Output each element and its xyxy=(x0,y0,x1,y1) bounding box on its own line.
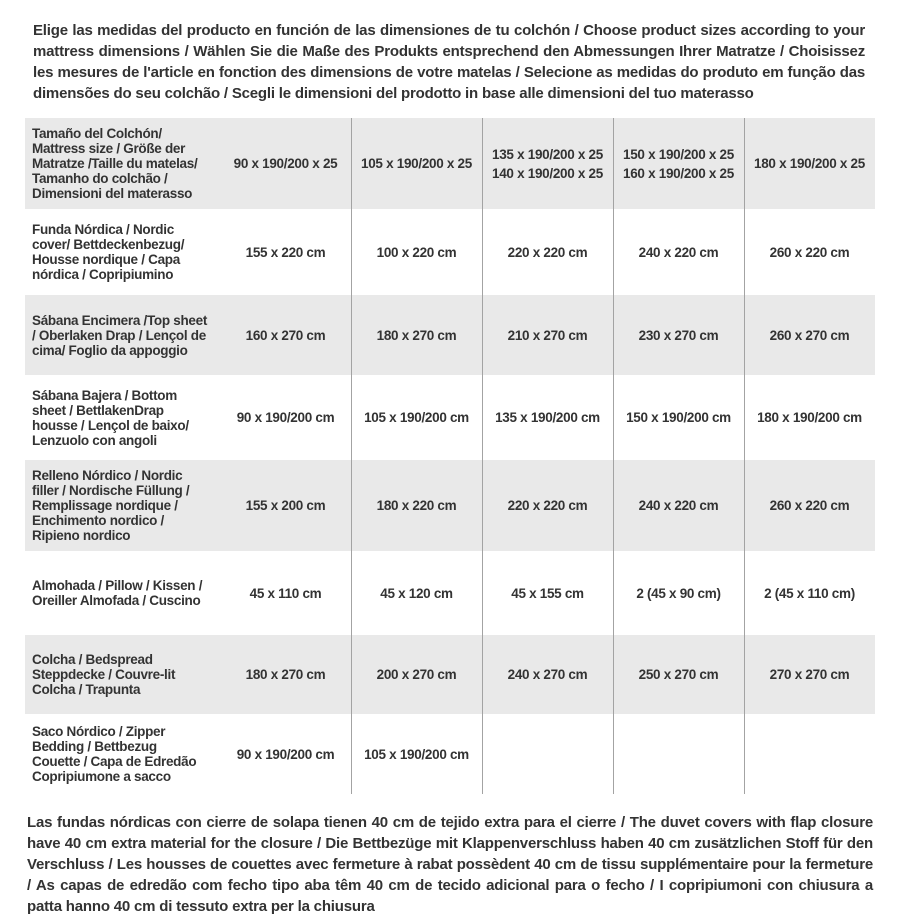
column-divider xyxy=(613,118,614,794)
size-cell: 135 x 190/200 cm xyxy=(495,410,600,425)
size-cell: 2 (45 x 90 cm) xyxy=(636,585,721,601)
row-label: Tamaño del Colchón/ Mattress size / Größ… xyxy=(32,126,198,201)
size-cell: 270 x 270 cm xyxy=(769,667,850,682)
size-cell: 210 x 270 cm xyxy=(507,327,588,343)
size-cell: 150 x 190/200 x 25 160 x 190/200 x 25 xyxy=(623,146,734,181)
size-cell: 90 x 190/200 x 25 xyxy=(233,156,338,171)
size-cell: 45 x 110 cm xyxy=(249,585,322,601)
size-cell: 155 x 200 cm xyxy=(245,498,326,513)
table-row: Sábana Encimera /Top sheet / Oberlaken D… xyxy=(25,295,875,377)
size-cell: 240 x 270 cm xyxy=(507,667,588,682)
size-cell: 105 x 190/200 x 25 xyxy=(361,156,472,171)
size-cell: 100 x 220 cm xyxy=(376,244,457,260)
table-row: Sábana Bajera / Bottom sheet / Bettlaken… xyxy=(25,377,875,460)
column-divider xyxy=(744,118,745,794)
size-cell xyxy=(613,716,744,792)
table-row: Colcha / Bedspread Steppdecke / Couvre-l… xyxy=(25,635,875,716)
size-cell: 250 x 270 cm xyxy=(638,667,719,682)
table-row: Almohada / Pillow / Kissen / Oreiller Al… xyxy=(25,553,875,635)
size-cell: 260 x 220 cm xyxy=(769,498,850,513)
row-label: Relleno Nórdico / Nordic filler / Nordis… xyxy=(32,468,190,543)
column-divider xyxy=(482,118,483,794)
size-cell: 45 x 155 cm xyxy=(511,585,584,601)
size-cell: 180 x 270 cm xyxy=(245,667,326,682)
row-label: Funda Nórdica / Nordic cover/ Bettdecken… xyxy=(32,222,185,282)
size-cell: 230 x 270 cm xyxy=(638,327,719,343)
size-cell: 90 x 190/200 cm xyxy=(236,746,335,762)
row-label: Colcha / Bedspread Steppdecke / Couvre-l… xyxy=(32,652,176,697)
footnote-text: Las fundas nórdicas con cierre de solapa… xyxy=(27,814,873,915)
column-divider xyxy=(351,118,352,794)
row-label: Almohada / Pillow / Kissen / Oreiller Al… xyxy=(32,578,203,608)
size-cell: 2 (45 x 110 cm) xyxy=(764,585,855,601)
table-row: Saco Nórdico / Zipper Bedding / Bettbezu… xyxy=(25,716,875,794)
size-cell: 105 x 190/200 cm xyxy=(364,746,469,762)
row-label: Sábana Encimera /Top sheet / Oberlaken D… xyxy=(32,312,208,358)
size-cell: 135 x 190/200 x 25 140 x 190/200 x 25 xyxy=(492,146,603,181)
size-cell xyxy=(482,716,613,792)
size-cell: 260 x 220 cm xyxy=(769,244,850,260)
size-cell: 180 x 190/200 cm xyxy=(757,410,862,425)
size-cell: 180 x 220 cm xyxy=(376,498,457,513)
table-row: Tamaño del Colchón/ Mattress size / Größ… xyxy=(25,118,875,211)
size-cell: 220 x 220 cm xyxy=(507,244,588,260)
size-cell: 180 x 270 cm xyxy=(376,327,457,343)
size-table: Tamaño del Colchón/ Mattress size / Größ… xyxy=(25,118,875,794)
size-cell: 240 x 220 cm xyxy=(638,498,719,513)
size-cell: 45 x 120 cm xyxy=(380,585,453,601)
table-row: Relleno Nórdico / Nordic filler / Nordis… xyxy=(25,460,875,553)
size-cell: 240 x 220 cm xyxy=(638,244,719,260)
size-cell: 90 x 190/200 cm xyxy=(236,410,335,425)
table-row: Funda Nórdica / Nordic cover/ Bettdecken… xyxy=(25,211,875,295)
size-cell: 105 x 190/200 cm xyxy=(364,410,469,425)
intro-text: Elige las medidas del producto en funció… xyxy=(33,22,865,102)
size-cell xyxy=(744,716,875,792)
size-cell: 155 x 220 cm xyxy=(245,244,326,260)
size-cell: 220 x 220 cm xyxy=(507,498,588,513)
size-cell: 160 x 270 cm xyxy=(245,327,326,343)
size-cell: 150 x 190/200 cm xyxy=(626,410,731,425)
size-cell: 180 x 190/200 x 25 xyxy=(754,156,865,171)
size-cell: 200 x 270 cm xyxy=(376,667,457,682)
size-cell: 260 x 270 cm xyxy=(769,327,850,343)
row-label: Saco Nórdico / Zipper Bedding / Bettbezu… xyxy=(32,724,197,784)
row-label: Sábana Bajera / Bottom sheet / Bettlaken… xyxy=(32,387,189,448)
